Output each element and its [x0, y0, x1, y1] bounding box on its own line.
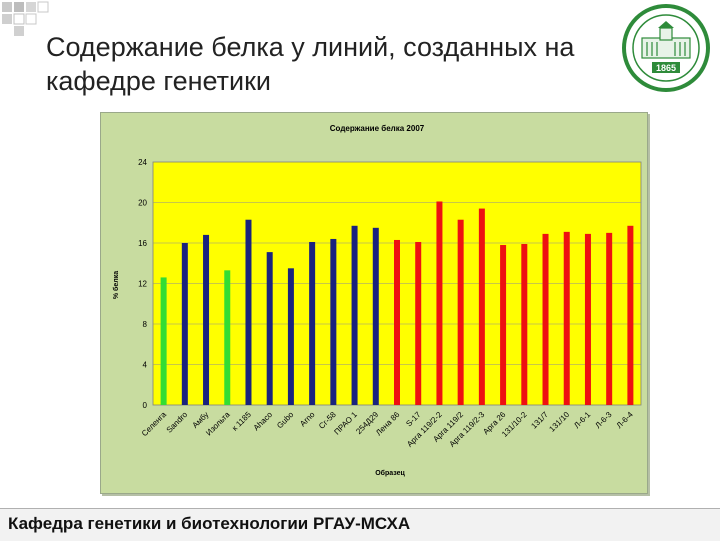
university-logo: 1865 [622, 4, 710, 92]
bar [330, 238, 337, 405]
bar [606, 232, 613, 405]
logo-year: 1865 [656, 63, 676, 73]
bar [287, 268, 294, 405]
bar [542, 233, 549, 405]
x-axis-label: Образец [375, 469, 405, 477]
bar [627, 225, 634, 405]
footer-bar: Кафедра генетики и биотехнологии РГАУ-МС… [0, 508, 720, 541]
bar [245, 219, 252, 405]
x-tick-label: ПРАО 1 [332, 410, 359, 437]
bar [266, 252, 273, 405]
chart-panel: Содержание белка 2007 % белка Образец 0 4… [100, 112, 648, 494]
y-tick-label: 20 [138, 199, 147, 208]
footer-text: Кафедра генетики и биотехнологии РГАУ-МС… [8, 514, 411, 533]
bar [415, 241, 422, 405]
y-tick-label: 8 [143, 320, 148, 329]
bar [436, 201, 443, 405]
y-tick-label: 4 [143, 361, 148, 370]
bar [478, 208, 485, 405]
y-tick-label: 12 [138, 280, 147, 289]
bar [394, 239, 400, 405]
bar [584, 233, 591, 405]
bar [563, 231, 570, 405]
bar [457, 219, 464, 405]
bar [521, 244, 528, 405]
bar [203, 234, 210, 405]
bar [181, 243, 188, 405]
x-tick-label: Селенга [140, 410, 168, 438]
x-tick-label: 131/10 [547, 410, 571, 434]
y-axis-label: % белка [112, 271, 120, 299]
protein-bar-chart: Содержание белка 2007 % белка Образец 0 4… [112, 124, 642, 477]
bar [500, 245, 507, 405]
x-tick-label: Sandro [165, 410, 190, 435]
x-tick-label: Аhaco [252, 410, 275, 433]
y-tick-label: 16 [138, 239, 147, 248]
x-tick-label: Л-6-4 [615, 410, 636, 431]
slide-title: Содержание белка у линий, созданных на к… [46, 32, 575, 96]
y-tick-label: 0 [143, 401, 148, 410]
x-tick-label: Gubo [275, 410, 296, 431]
x-tick-label: Изольта [204, 410, 232, 438]
x-tick-label: к 1185 [230, 410, 253, 433]
bar [224, 270, 231, 405]
decorative-squares [2, 1, 49, 36]
x-tick-label: Л-6-1 [572, 410, 593, 431]
bar [160, 277, 167, 405]
bar [309, 241, 316, 405]
x-tick-label: Л-6-3 [593, 410, 614, 431]
y-tick-label: 24 [138, 158, 147, 167]
x-tick-label: Лена 86 [374, 410, 402, 438]
x-tick-label: S-17 [404, 410, 423, 429]
x-tick-label: Arno [298, 410, 317, 429]
bar [372, 227, 379, 405]
chart-title: Содержание белка 2007 [330, 124, 425, 133]
bar [351, 225, 358, 405]
